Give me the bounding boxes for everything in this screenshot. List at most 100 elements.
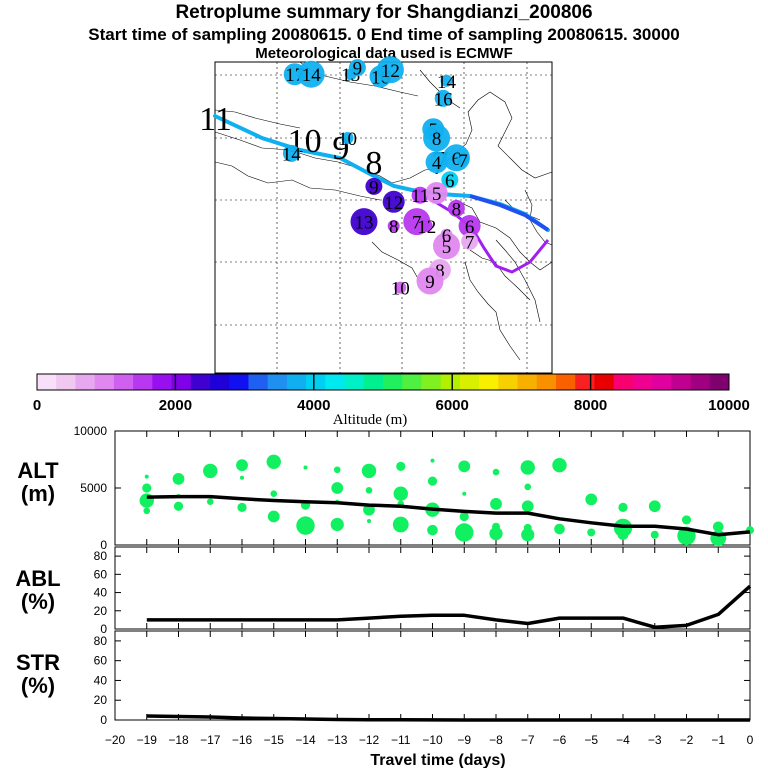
alt-scatter-point <box>270 490 278 498</box>
y-tick-label: 80 <box>94 549 108 563</box>
plume-day-label: 14 <box>437 72 457 93</box>
plume-marker <box>440 228 453 241</box>
plume-day-label: 8 <box>435 261 445 282</box>
plume-day-label: 7 <box>458 151 468 172</box>
alt-scatter-point <box>303 465 308 470</box>
map-gridlines <box>215 62 552 373</box>
plume-day-label: 10 <box>338 129 357 150</box>
alt-scatter-point <box>681 515 692 525</box>
plume-day-label: 9 <box>369 177 379 198</box>
plume-day-label: 9 <box>353 59 363 80</box>
alt-scatter-point <box>392 516 409 533</box>
colorbar-swatch <box>171 374 192 390</box>
alt-scatter-point <box>712 521 724 533</box>
altitude-colorbar: 0 2000 4000 6000 8000 10000 <box>33 373 750 414</box>
colorbar-swatch <box>190 374 211 390</box>
colorbar-swatch <box>344 374 365 390</box>
str-panel-label: STR <box>16 650 60 675</box>
colorbar-swatch <box>594 374 615 390</box>
coastline <box>371 241 421 283</box>
alt-scatter-point <box>521 500 534 513</box>
series-line <box>146 714 750 722</box>
y-tick-label: 20 <box>94 693 108 707</box>
plume-marker <box>341 132 354 144</box>
plume-marker <box>350 208 378 236</box>
map-plume-markers: 1110987617141391612141658101446791213811… <box>199 56 481 300</box>
colorbar-swatch <box>229 374 249 390</box>
x-tick-label: −8 <box>489 733 503 747</box>
y-tick-label: 10000 <box>74 424 108 438</box>
plume-day-label: 6 <box>442 226 452 247</box>
alt-scatter-point <box>173 501 184 511</box>
colorbar-swatch <box>75 374 96 390</box>
alt-scatter-point <box>462 491 467 496</box>
alt-panel: 0 5000 10000 <box>74 424 754 552</box>
alt-scatter-point <box>524 483 532 491</box>
trajectory-high-segment <box>469 194 550 232</box>
alt-scatter-point <box>554 523 565 535</box>
plume-marker <box>461 232 479 250</box>
x-tick-label: −20 <box>105 733 126 747</box>
x-tick-label: −5 <box>584 733 598 747</box>
plume-marker <box>382 190 405 213</box>
x-tick-label: −1 <box>711 733 725 747</box>
colorbar-swatch <box>286 374 307 390</box>
plume-day-label: 8 <box>432 129 442 150</box>
alt-scatter-point <box>617 529 629 541</box>
colorbar-swatch <box>402 374 422 390</box>
colorbar-swatch <box>306 374 326 390</box>
plume-marker <box>297 60 325 88</box>
alt-scatter-point <box>203 463 218 479</box>
plume-day-label: 8 <box>452 199 462 220</box>
panel-frame <box>114 630 751 721</box>
plume-marker <box>416 267 444 295</box>
coastline <box>214 131 393 184</box>
x-tick-label: −10 <box>422 733 443 747</box>
y-tick-label: 80 <box>94 634 108 648</box>
plume-day-label: 6 <box>452 149 462 170</box>
colorbar-tick-label: 2000 <box>159 397 192 414</box>
colorbar-swatch <box>421 374 442 390</box>
colorbar-swatch <box>459 374 480 390</box>
x-tick-label: −17 <box>200 733 221 747</box>
str-panel-unit: (%) <box>21 673 55 698</box>
plume-day-label: 16 <box>434 89 453 110</box>
colorbar-swatch <box>575 374 595 390</box>
alt-panel-label: ALT <box>17 458 59 483</box>
sampling-time-subtitle: Start time of sampling 20080615. 0 End t… <box>88 25 680 44</box>
alt-scatter-point <box>367 519 371 524</box>
plume-marker <box>394 281 407 294</box>
colorbar-swatch <box>267 374 288 390</box>
y-tick-label: 60 <box>94 654 108 668</box>
colorbar-swatch <box>152 374 172 390</box>
abl-panel-unit: (%) <box>21 589 55 614</box>
plume-marker <box>434 89 452 107</box>
met-data-subtitle: Meteorological data used is ECMWF <box>255 45 513 62</box>
y-tick-label: 40 <box>94 586 108 600</box>
x-tick-label: −18 <box>168 733 189 747</box>
alt-scatter-point <box>489 527 503 541</box>
x-tick-label: −3 <box>648 733 662 747</box>
x-tick-label: −16 <box>232 733 253 747</box>
plume-marker <box>458 215 481 237</box>
coastline <box>454 199 553 271</box>
x-tick-label: −19 <box>137 733 158 747</box>
alt-scatter-point <box>521 528 535 542</box>
colorbar-swatch <box>498 374 518 390</box>
colorbar-swatch <box>363 374 384 390</box>
alt-scatter-point <box>143 507 151 515</box>
alt-scatter-point <box>427 476 438 486</box>
x-axis-label: Travel time (days) <box>370 752 505 768</box>
map-frame <box>214 61 553 374</box>
alt-scatter-point <box>455 523 474 542</box>
plume-marker <box>423 124 451 152</box>
plume-day-label: 12 <box>384 193 403 214</box>
plume-marker <box>365 177 383 195</box>
plume-day-label: 10 <box>391 279 410 300</box>
y-tick-label: 20 <box>94 604 108 618</box>
alt-scatter-point <box>365 486 373 494</box>
plume-day-label: 11 <box>411 186 429 207</box>
colorbar-swatch <box>536 374 557 390</box>
plume-day-label: 5 <box>442 237 452 258</box>
